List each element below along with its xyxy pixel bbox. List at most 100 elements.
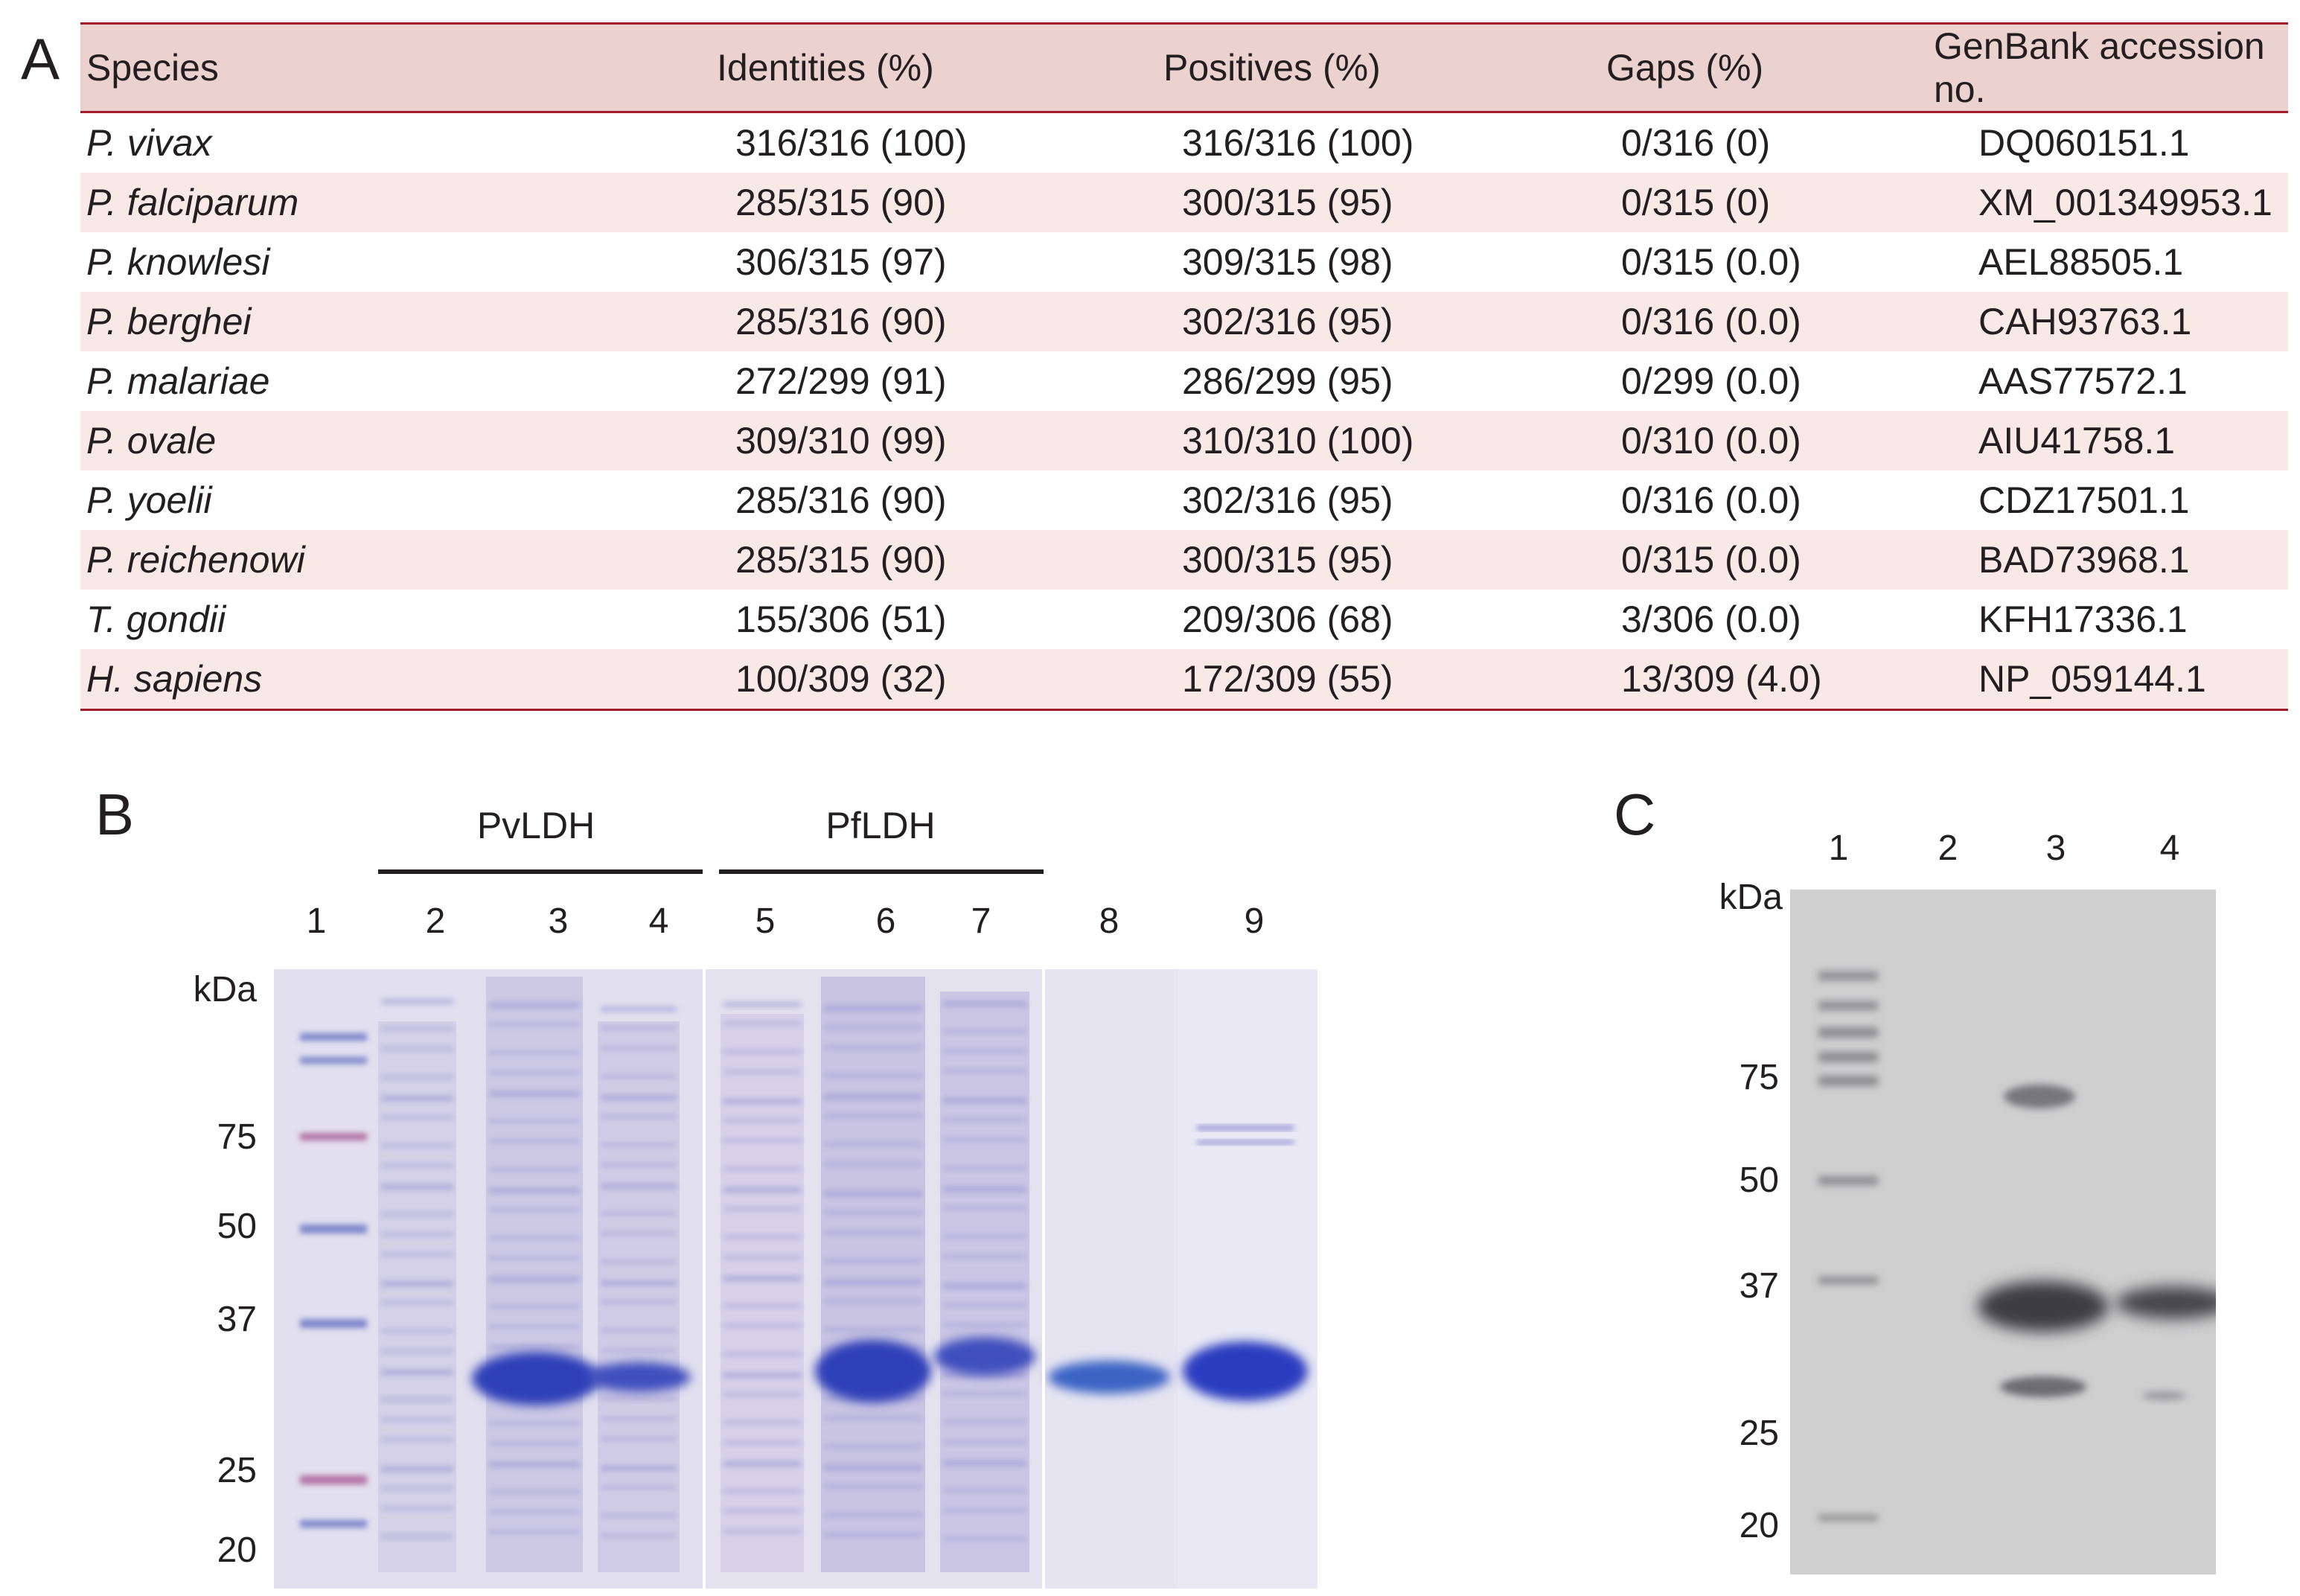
- cell-genbank: XM_001349953.1: [1897, 173, 2288, 232]
- faint-band: [381, 1350, 453, 1353]
- group-label-pfldh: PfLDH: [825, 805, 936, 846]
- cell-species: P. vivax: [86, 122, 212, 164]
- cell-gaps: 0/310 (0.0): [1539, 411, 1897, 470]
- faint-band: [601, 1260, 677, 1263]
- faint-band: [489, 1422, 580, 1425]
- cell-identities: 285/315 (90): [654, 530, 1100, 590]
- protein-band: [1197, 1126, 1294, 1130]
- faint-band: [489, 1510, 580, 1513]
- lane-label-b-2: 2: [425, 901, 446, 941]
- faint-band: [489, 1345, 580, 1348]
- cell-identities: 309/310 (99): [654, 411, 1100, 470]
- cell-genbank: CDZ17501.1: [1978, 479, 2190, 521]
- faint-band: [723, 1441, 801, 1444]
- cell-genbank: CAH93763.1: [1897, 292, 2288, 351]
- faint-band: [824, 1533, 922, 1536]
- header-gaps: Gaps (%): [1539, 22, 1897, 113]
- cell-identities: 285/316 (90): [735, 479, 947, 521]
- cell-gaps: 0/316 (0.0): [1539, 292, 1897, 351]
- table-row: H. sapiens 100/309 (32) 172/309 (55) 13/309…: [80, 649, 2288, 711]
- faint-band: [723, 1119, 801, 1122]
- faint-band: [824, 1094, 922, 1099]
- faint-band: [723, 1050, 801, 1053]
- cell-gaps: 0/316 (0.0): [1621, 479, 1801, 521]
- faint-band: [489, 1208, 580, 1211]
- cell-identities: 100/309 (32): [654, 649, 1100, 711]
- cell-positives: 310/310 (100): [1100, 411, 1539, 470]
- faint-band: [943, 1255, 1026, 1258]
- cell-genbank: DQ060151.1: [1978, 122, 2190, 164]
- lane-smear: [721, 1014, 804, 1572]
- faint-band: [943, 1440, 1026, 1443]
- faint-band: [723, 1490, 801, 1493]
- cell-species: H. sapiens: [80, 649, 654, 711]
- faint-band: [381, 1116, 453, 1119]
- faint-band: [943, 1392, 1026, 1395]
- faint-band: [943, 1324, 1026, 1327]
- faint-band: [824, 1328, 922, 1331]
- faint-band: [381, 1096, 453, 1101]
- group-label-pvldh: PvLDH: [476, 805, 595, 846]
- faint-band: [943, 1070, 1026, 1073]
- faint-band: [943, 1420, 1026, 1423]
- faint-band: [943, 1138, 1026, 1141]
- lane-label-c-1: 1: [1828, 829, 1849, 868]
- faint-band: [381, 1233, 453, 1236]
- table-row: T. gondii 155/306 (51) 209/306 (68) 3/306 (…: [80, 590, 2288, 649]
- faint-band: [601, 1212, 677, 1215]
- faint-band: [489, 1051, 580, 1054]
- faint-band: [824, 1143, 922, 1146]
- faint-band: [381, 1184, 453, 1190]
- cell-gaps: 13/309 (4.0): [1539, 649, 1897, 711]
- faint-band: [601, 1095, 677, 1100]
- faint-band: [943, 1001, 1026, 1006]
- cell-positives: 286/299 (95): [1182, 360, 1393, 402]
- faint-band: [601, 1115, 677, 1118]
- protein-band: [587, 1362, 691, 1392]
- faint-band: [943, 1050, 1026, 1053]
- cell-positives: 300/315 (95): [1100, 530, 1539, 590]
- blot-ladder-bands: [1818, 971, 1878, 1521]
- faint-band: [824, 1485, 922, 1488]
- cell-gaps: 0/315 (0): [1539, 173, 1897, 232]
- blot-band: [2000, 1376, 2086, 1397]
- cell-positives: 302/316 (95): [1182, 479, 1393, 521]
- cell-genbank: BAD73968.1: [1897, 530, 2288, 590]
- faint-band: [489, 1305, 580, 1308]
- sds-page-gel: [274, 969, 1317, 1589]
- faint-band: [489, 1442, 580, 1445]
- ladder-bands: [300, 1033, 367, 1528]
- cell-genbank: NP_059144.1: [1897, 649, 2288, 711]
- faint-band: [943, 1235, 1026, 1238]
- faint-band: [601, 1184, 677, 1189]
- faint-band: [723, 1421, 801, 1424]
- cell-species: T. gondii: [86, 598, 226, 640]
- cell-gaps: 0/315 (0.0): [1621, 241, 1801, 283]
- faint-band: [824, 1417, 922, 1420]
- lane-smear: [378, 1021, 456, 1572]
- faint-band: [723, 1276, 801, 1281]
- faint-band: [489, 1071, 580, 1074]
- faint-band: [943, 1118, 1026, 1121]
- marker-label-c-20: 20: [1739, 1506, 1779, 1545]
- lane-label-b-4: 4: [648, 901, 669, 941]
- faint-band: [601, 1232, 677, 1235]
- faint-band: [601, 1417, 677, 1420]
- lane-label-c-2: 2: [1938, 829, 1958, 868]
- cell-genbank: AIU41758.1: [1897, 411, 2288, 470]
- faint-band: [943, 1537, 1026, 1540]
- cell-positives: 209/306 (68): [1182, 598, 1393, 640]
- faint-band: [943, 1303, 1026, 1306]
- faint-band: [824, 1280, 922, 1285]
- kda-unit-c: kDa: [1719, 878, 1783, 917]
- faint-band: [723, 1393, 801, 1396]
- cell-species: P. berghei: [80, 292, 654, 351]
- faint-band: [943, 1283, 1026, 1289]
- faint-band: [943, 1030, 1026, 1032]
- header-genbank: GenBank accession no.: [1897, 22, 2288, 113]
- faint-band: [824, 1163, 922, 1166]
- lane-label-b-9: 9: [1244, 901, 1265, 941]
- faint-band: [381, 1076, 453, 1079]
- lane-label-b-5: 5: [755, 901, 776, 941]
- faint-band: [489, 1236, 580, 1239]
